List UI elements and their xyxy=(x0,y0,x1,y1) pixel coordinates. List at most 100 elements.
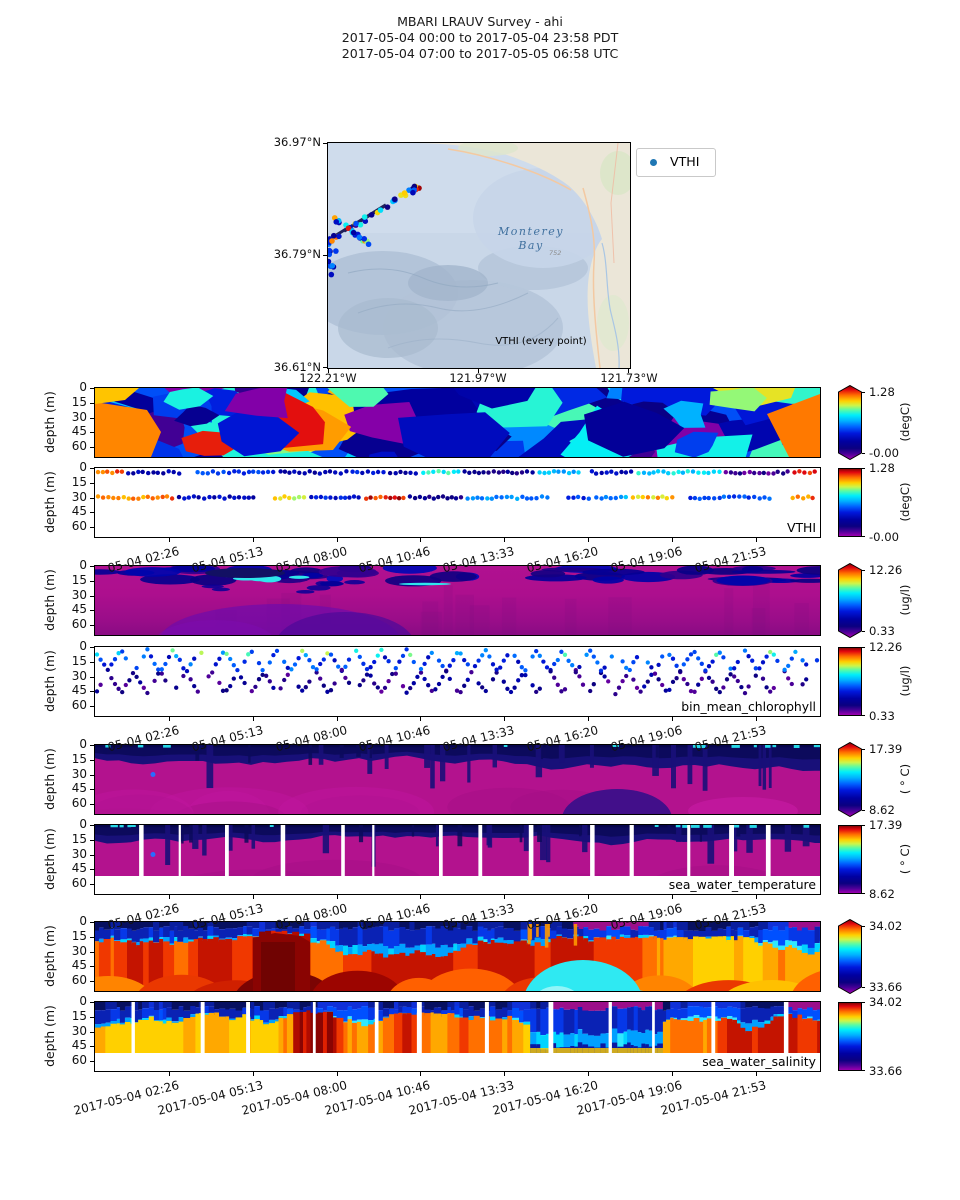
x-tick xyxy=(420,717,421,721)
x-tick xyxy=(504,538,505,542)
series-label-vthi: VTHI xyxy=(786,520,816,535)
y-tick xyxy=(90,418,94,419)
x-tick xyxy=(420,1072,421,1076)
y-tick xyxy=(90,884,94,885)
place-label-bay: Bay xyxy=(517,239,543,252)
colorbar-unit: (ug/l) xyxy=(898,665,912,697)
colorbar-unit: (degC) xyxy=(898,482,912,522)
colorbar-tick xyxy=(862,453,865,454)
colorbar-tick xyxy=(862,825,865,826)
y-tick xyxy=(90,625,94,626)
y-tick-label: 60 xyxy=(71,698,87,713)
title-line1: MBARI LRAUV Survey - ahi xyxy=(397,14,563,29)
y-tick-label: 45 xyxy=(71,861,87,876)
x-tick xyxy=(504,717,505,721)
title-line3: 2017-05-04 07:00 to 2017-05-05 06:58 UTC xyxy=(341,46,619,61)
legend-label: VTHI xyxy=(670,154,700,169)
x-tick xyxy=(504,895,505,899)
x-tick xyxy=(756,538,757,542)
y-tick-label: 45 xyxy=(71,958,87,973)
y-tick-label: 0 xyxy=(79,558,87,572)
colorbar-tick xyxy=(862,926,865,927)
x-tick xyxy=(588,1072,589,1076)
y-tick-label: 15 xyxy=(71,831,87,846)
series-label-temperature: sea_water_temperature xyxy=(668,877,816,892)
y-tick-label: 30 xyxy=(71,489,87,504)
y-tick-label: 15 xyxy=(71,1008,87,1023)
map-xtick-label: 121.73°W xyxy=(600,371,658,385)
colorbar-min: -0.00 xyxy=(869,530,899,544)
colorbar-tick xyxy=(862,810,865,811)
colorbar-salinity-1 xyxy=(838,918,862,998)
colorbar-tick xyxy=(862,647,865,648)
y-tick-label: 15 xyxy=(71,474,87,489)
x-tick xyxy=(169,717,170,721)
y-tick-label: 30 xyxy=(71,668,87,683)
y-tick xyxy=(90,922,94,923)
colorbar-min: 0.33 xyxy=(869,709,895,723)
map-ytick-label: 36.61°N xyxy=(273,360,321,374)
x-tick xyxy=(169,538,170,542)
y-tick-label: 45 xyxy=(71,781,87,796)
y-tick xyxy=(90,706,94,707)
colorbar-max: 12.26 xyxy=(869,563,903,577)
y-tick xyxy=(90,498,94,499)
y-tick-label: 15 xyxy=(71,572,87,587)
map-xtick-label: 121.97°W xyxy=(449,371,507,385)
y-tick-label: 30 xyxy=(71,1023,87,1038)
x-tick xyxy=(337,717,338,721)
y-tick xyxy=(90,840,94,841)
y-tick-label: 45 xyxy=(71,683,87,698)
x-tick xyxy=(253,895,254,899)
colorbar-tick xyxy=(862,1070,865,1071)
colorbar-max: 1.28 xyxy=(869,385,895,399)
subplot-salinity-section xyxy=(94,1001,821,1072)
colorbar-min: 33.66 xyxy=(869,1064,903,1078)
x-tick xyxy=(588,895,589,899)
colorbar-unit: ( ° C) xyxy=(898,843,912,875)
y-tick xyxy=(90,789,94,790)
y-tick-label: 0 xyxy=(79,994,87,1008)
y-tick xyxy=(90,403,94,404)
colorbar-max: 17.39 xyxy=(869,742,903,756)
y-tick xyxy=(90,1002,94,1003)
colorbar-tick xyxy=(862,536,865,537)
y-tick xyxy=(90,855,94,856)
x-tick xyxy=(337,895,338,899)
x-tick xyxy=(253,1072,254,1076)
x-tick xyxy=(504,1072,505,1076)
x-tick xyxy=(420,538,421,542)
y-tick xyxy=(90,566,94,567)
subplot-chlorophyll-contour xyxy=(94,565,821,636)
title-line2: 2017-05-04 00:00 to 2017-05-04 23:58 PDT xyxy=(341,30,619,45)
y-tick-label: 60 xyxy=(71,1053,87,1068)
x-tick xyxy=(756,1072,757,1076)
y-tick xyxy=(90,468,94,469)
y-tick-label: 0 xyxy=(79,817,87,831)
y-tick xyxy=(90,581,94,582)
y-tick-label: 0 xyxy=(79,737,87,751)
map-ytick-label: 36.79°N xyxy=(273,247,321,261)
y-tick xyxy=(90,1061,94,1062)
x-tick xyxy=(672,717,673,721)
y-tick-label: 15 xyxy=(71,653,87,668)
y-tick-label: 30 xyxy=(71,846,87,861)
legend-marker-icon xyxy=(650,159,657,166)
map-xtick-label: 122.21°W xyxy=(299,371,357,385)
colorbar-chlorophyll-2 xyxy=(838,647,862,720)
y-tick xyxy=(90,1032,94,1033)
y-tick xyxy=(90,1017,94,1018)
x-tick xyxy=(756,895,757,899)
map-ytick-label: 36.97°N xyxy=(273,135,321,149)
colorbar-tick xyxy=(862,893,865,894)
colorbar-unit: ( ° C) xyxy=(898,763,912,795)
map-tick xyxy=(628,369,629,373)
x-tick xyxy=(253,717,254,721)
colorbar-vthi-1 xyxy=(838,384,862,464)
x-tick xyxy=(253,538,254,542)
y-tick-label: 60 xyxy=(71,439,87,454)
x-tick xyxy=(672,895,673,899)
y-tick-label: 15 xyxy=(71,394,87,409)
y-tick-label: 30 xyxy=(71,766,87,781)
y-tick xyxy=(90,760,94,761)
